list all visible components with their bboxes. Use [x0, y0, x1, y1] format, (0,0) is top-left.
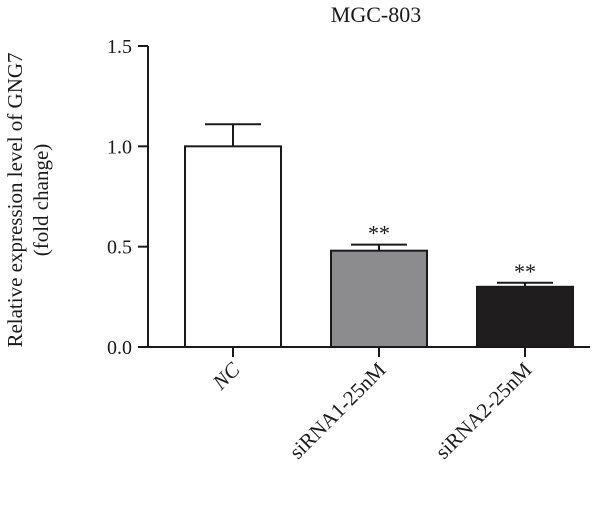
category-labels: NC siRNA1-25nM siRNA2-25nM [207, 357, 537, 464]
y-ticks: 0.0 0.5 1.0 1.5 [107, 36, 148, 359]
bar [476, 285, 574, 348]
y-tick-label: 1.5 [107, 36, 132, 58]
y-tick-label: 0.5 [107, 237, 132, 259]
bars [184, 145, 574, 348]
significance-label: ** [514, 259, 536, 284]
chart-title: MGC-803 [331, 2, 421, 27]
error-bars [205, 123, 553, 287]
category-label: siRNA1-25nM [284, 357, 390, 463]
category-label: NC [207, 357, 245, 395]
significance-marks: ** ** [368, 221, 536, 284]
significance-label: ** [368, 221, 390, 246]
y-axis-label-line-2: (fold change) [29, 144, 53, 257]
y-axis-label-line-1: Relative expression level of GNG7 [3, 52, 27, 347]
y-tick-label: 0.0 [107, 337, 132, 359]
bar [330, 249, 428, 348]
category-label: siRNA2-25nM [430, 357, 536, 463]
y-tick-label: 1.0 [107, 136, 132, 158]
bar [184, 145, 282, 348]
